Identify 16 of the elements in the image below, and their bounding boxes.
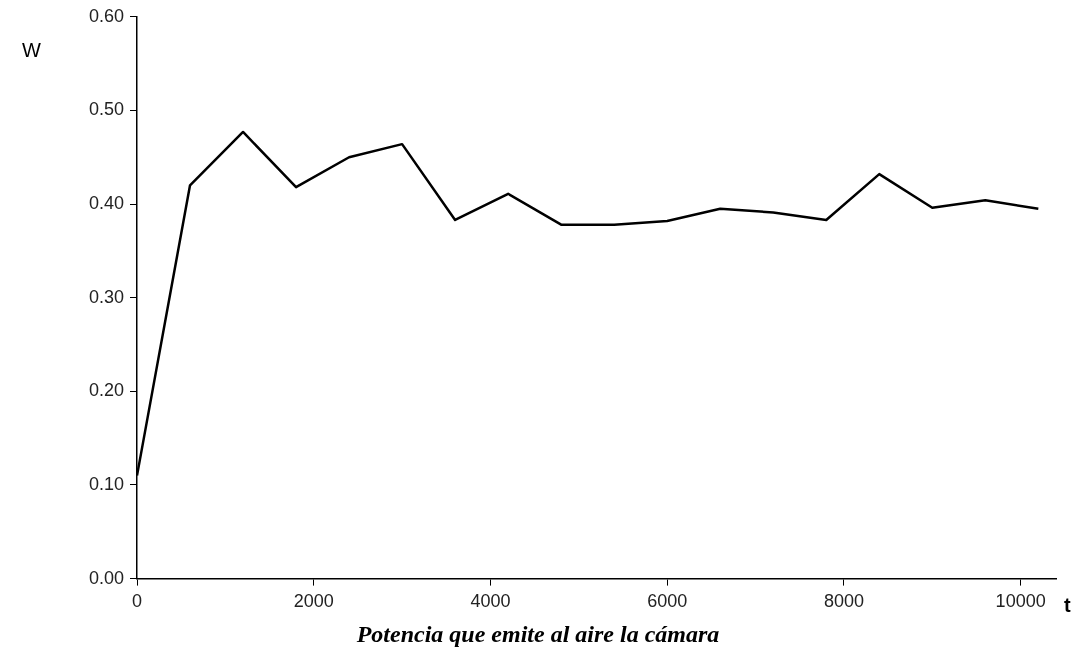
y-tick-label: 0.50 bbox=[88, 99, 124, 120]
text: Potencia que emite al aire la cámara bbox=[355, 620, 720, 647]
y-tick-label: 0.40 bbox=[88, 193, 124, 214]
x-tick-label: 6000 bbox=[647, 591, 688, 612]
x-tick-label: 8000 bbox=[823, 591, 864, 612]
y-tick-label: 0.00 bbox=[88, 567, 124, 588]
x-tick-label: 4000 bbox=[470, 591, 511, 612]
y-tick-label: 0.10 bbox=[88, 473, 124, 494]
y-tick-label: 0.30 bbox=[88, 286, 124, 307]
x-tick-label: 10000 bbox=[995, 591, 1046, 612]
x-axis-title: t bbox=[1064, 594, 1071, 617]
y-axis-title: W bbox=[22, 39, 41, 62]
x-tick-label: 0 bbox=[131, 591, 143, 612]
y-tick-label: 0.60 bbox=[88, 5, 124, 26]
x-tick-label: 2000 bbox=[293, 591, 334, 612]
y-tick-label: 0.20 bbox=[88, 380, 124, 401]
